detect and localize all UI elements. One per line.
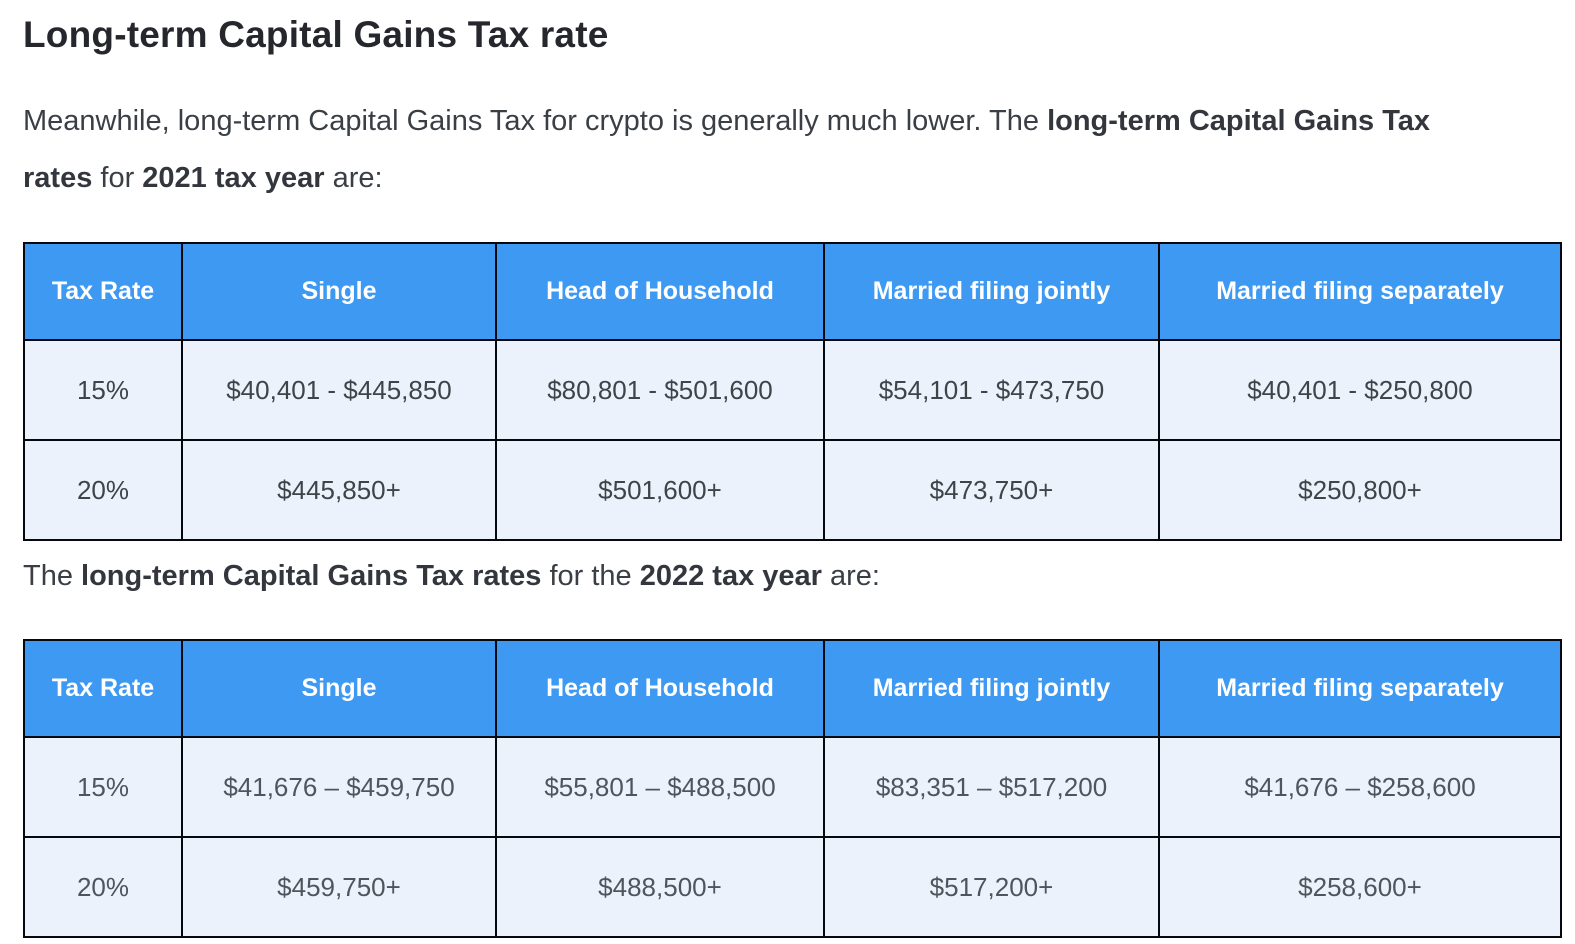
between-text-normal-2: for the: [541, 560, 640, 592]
cell-single: $445,850+: [181, 439, 497, 541]
table-header-row: Tax Rate Single Head of Household Marrie…: [23, 242, 1562, 341]
article-page: Long-term Capital Gains Tax rate Meanwhi…: [0, 14, 1575, 944]
header-married-jointly: Married filing jointly: [823, 242, 1160, 341]
cell-single: $41,676 – $459,750: [181, 736, 497, 838]
cell-head-of-household: $501,600+: [495, 439, 825, 541]
tax-table-2022: Tax Rate Single Head of Household Marrie…: [23, 639, 1562, 938]
header-married-separately: Married filing separately: [1158, 242, 1562, 341]
cell-married-jointly: $83,351 – $517,200: [823, 736, 1160, 838]
header-married-jointly: Married filing jointly: [823, 639, 1160, 738]
header-tax-rate: Tax Rate: [23, 242, 183, 341]
table-row: 15% $41,676 – $459,750 $55,801 – $488,50…: [23, 736, 1562, 838]
between-text-bold-1: long-term Capital Gains Tax rates: [81, 560, 542, 592]
header-head-of-household: Head of Household: [495, 242, 825, 341]
cell-married-separately: $258,600+: [1158, 836, 1562, 938]
cell-rate: 20%: [23, 836, 183, 938]
table-row: 20% $459,750+ $488,500+ $517,200+ $258,6…: [23, 836, 1562, 938]
cell-married-jointly: $54,101 - $473,750: [823, 339, 1160, 441]
cell-single: $459,750+: [181, 836, 497, 938]
between-text-bold-2: 2022 tax year: [639, 560, 822, 592]
header-head-of-household: Head of Household: [495, 639, 825, 738]
intro-text-normal-1: Meanwhile, long-term Capital Gains Tax f…: [23, 105, 1048, 137]
cell-rate: 20%: [23, 439, 183, 541]
header-single: Single: [181, 639, 497, 738]
cell-single: $40,401 - $445,850: [181, 339, 497, 441]
table-row: 20% $445,850+ $501,600+ $473,750+ $250,8…: [23, 439, 1562, 541]
tax-table-2022-header: Tax Rate Single Head of Household Marrie…: [23, 639, 1562, 738]
intro-text-bold-1: long-term Capital Gains Tax rates: [23, 105, 1431, 194]
header-single: Single: [181, 242, 497, 341]
table-row: 15% $40,401 - $445,850 $80,801 - $501,60…: [23, 339, 1562, 441]
tax-table-2022-body: 15% $41,676 – $459,750 $55,801 – $488,50…: [23, 736, 1562, 938]
intro-text-normal-2: for: [92, 162, 143, 194]
tax-table-2021: Tax Rate Single Head of Household Marrie…: [23, 242, 1562, 541]
between-text-normal-1: The: [23, 560, 82, 592]
cell-married-jointly: $473,750+: [823, 439, 1160, 541]
cell-head-of-household: $55,801 – $488,500: [495, 736, 825, 838]
cell-married-separately: $41,676 – $258,600: [1158, 736, 1562, 838]
tax-table-2021-header: Tax Rate Single Head of Household Marrie…: [23, 242, 1562, 341]
intro-paragraph: Meanwhile, long-term Capital Gains Tax f…: [23, 93, 1483, 207]
intro-text-normal-3: are:: [324, 162, 383, 194]
table-header-row: Tax Rate Single Head of Household Marrie…: [23, 639, 1562, 738]
cell-married-jointly: $517,200+: [823, 836, 1160, 938]
page-title: Long-term Capital Gains Tax rate: [23, 14, 609, 55]
header-married-separately: Married filing separately: [1158, 639, 1562, 738]
cell-head-of-household: $80,801 - $501,600: [495, 339, 825, 441]
between-text-normal-3: are:: [821, 560, 880, 592]
tax-table-2021-body: 15% $40,401 - $445,850 $80,801 - $501,60…: [23, 339, 1562, 541]
cell-married-separately: $250,800+: [1158, 439, 1562, 541]
header-tax-rate: Tax Rate: [23, 639, 183, 738]
between-paragraph: The long-term Capital Gains Tax rates fo…: [23, 554, 1560, 598]
intro-text-bold-2: 2021 tax year: [142, 162, 325, 194]
cell-rate: 15%: [23, 736, 183, 838]
cell-head-of-household: $488,500+: [495, 836, 825, 938]
cell-married-separately: $40,401 - $250,800: [1158, 339, 1562, 441]
cell-rate: 15%: [23, 339, 183, 441]
